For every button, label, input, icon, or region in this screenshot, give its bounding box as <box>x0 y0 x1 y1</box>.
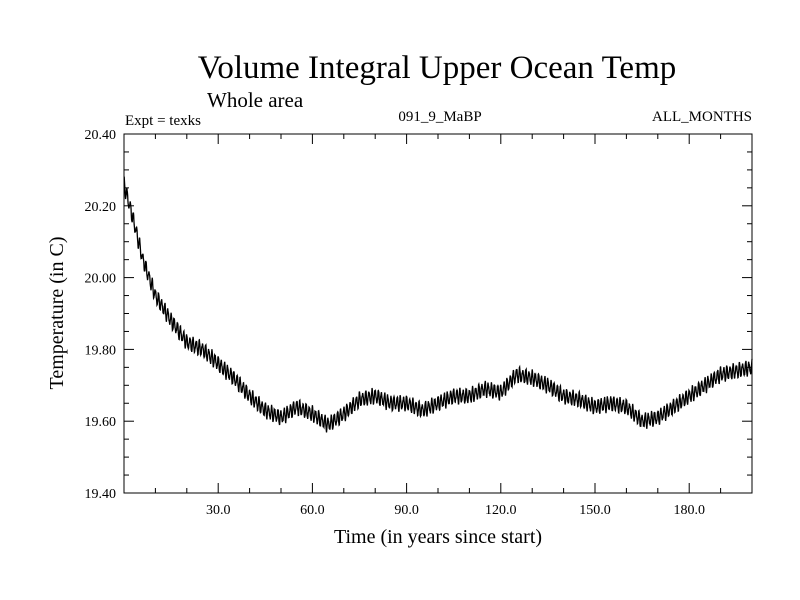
plot-area <box>123 176 753 433</box>
x-tick-label: 180.0 <box>673 503 705 518</box>
y-tick-label: 20.20 <box>85 200 117 215</box>
experiment-label: Expt = texks <box>125 113 201 129</box>
y-axis: 19.40 19.60 19.80 20.00 20.20 20.40 <box>85 128 752 502</box>
y-tick-label: 19.80 <box>85 343 117 358</box>
chart-subtitle: Whole area <box>207 88 304 112</box>
run-id-label: 091_9_MaBP <box>398 109 481 125</box>
y-tick-label: 20.00 <box>85 272 117 287</box>
y-tick-label: 20.40 <box>85 128 117 143</box>
x-tick-label: 30.0 <box>206 503 231 518</box>
chart-title: Volume Integral Upper Ocean Temp <box>198 50 676 86</box>
y-axis-label: Temperature (in C) <box>46 237 68 390</box>
x-tick-label: 120.0 <box>485 503 517 518</box>
period-label: ALL_MONTHS <box>652 109 752 125</box>
x-axis: 30.0 60.0 90.0 120.0 150.0 180.0 <box>154 134 722 518</box>
y-tick-label: 19.60 <box>85 415 117 430</box>
plot-frame <box>123 133 753 494</box>
x-tick-label: 90.0 <box>394 503 419 518</box>
x-axis-label: Time (in years since start) <box>334 526 542 548</box>
x-tick-label: 60.0 <box>300 503 325 518</box>
y-tick-label: 19.40 <box>85 487 117 502</box>
x-tick-label: 150.0 <box>579 503 611 518</box>
temperature-series-line <box>123 176 753 433</box>
